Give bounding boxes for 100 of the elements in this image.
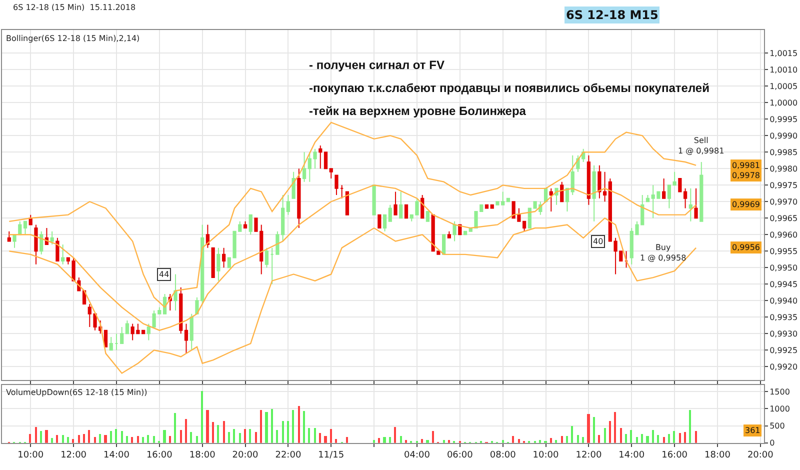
x-tick-label: 14:00 [618, 450, 645, 461]
candlestick [678, 178, 682, 192]
y-tick-label: 0,9960 [770, 230, 798, 240]
bar [121, 430, 123, 443]
candlestick [206, 224, 210, 248]
bar [163, 430, 166, 443]
y-tick-label: 0,9925 [770, 346, 798, 355]
line-series [8, 184, 697, 331]
bar [400, 436, 402, 443]
x-tick-label: 06:00 [446, 450, 474, 461]
bar [598, 434, 600, 443]
bar [679, 432, 681, 443]
candlestick [23, 220, 28, 236]
candlestick [216, 247, 220, 282]
candlestick [61, 244, 65, 265]
x-tick-label: 18:00 [189, 450, 216, 461]
bar [646, 436, 649, 443]
bar [636, 436, 638, 443]
bar [228, 432, 230, 443]
candlestick [334, 174, 338, 196]
bar [582, 436, 584, 443]
bar [287, 420, 289, 443]
x-tick-label: 16:00 [146, 450, 173, 461]
bar [657, 434, 659, 443]
text: Bollinger(6S 12-18 (15 Min),2,14) [6, 34, 140, 43]
bar [174, 412, 176, 443]
y-tick-label: 0,9940 [770, 296, 798, 306]
candlestick [447, 230, 451, 238]
bar [190, 432, 192, 443]
y-tick-label: 0,9995 [770, 114, 798, 124]
bar [83, 434, 85, 443]
y-tick-label: 0 [770, 438, 775, 448]
annotation: - получен сигнал от FV [309, 58, 444, 72]
bar [239, 432, 241, 443]
x-tick-label: 12:00 [60, 450, 87, 461]
candlestick [452, 220, 456, 242]
annotation: 0,9969 [732, 200, 760, 209]
bar [153, 436, 155, 443]
candlestick [50, 230, 54, 246]
candlestick [56, 237, 60, 262]
x-tick-label: 11/15 [318, 450, 344, 461]
bar [668, 434, 670, 443]
x-tick-label: 10:00 [532, 450, 560, 461]
candlestick [146, 323, 150, 341]
bar [282, 420, 284, 443]
bar [663, 436, 665, 443]
bar [255, 432, 257, 443]
y-tick-label: 0,9985 [770, 148, 798, 157]
annotation: 0,9981 [732, 161, 760, 170]
bar [689, 410, 691, 443]
candlestick [378, 214, 382, 229]
bar [110, 430, 112, 443]
bar [147, 434, 149, 443]
candlestick [565, 188, 570, 212]
y-tick-label: 0,9930 [770, 329, 798, 338]
bar [201, 390, 203, 443]
candlestick [394, 191, 398, 216]
bar [212, 422, 214, 443]
y-tick-label: 500 [770, 422, 785, 431]
bar [378, 438, 380, 443]
candlestick [18, 220, 22, 236]
candlestick [382, 214, 387, 232]
candlestick [264, 247, 269, 268]
candlestick [624, 250, 628, 268]
bar [609, 420, 611, 443]
bar [126, 436, 128, 443]
annotation: -тейк на верхнем уровне Болинжера [309, 104, 526, 118]
bar [383, 436, 386, 443]
x-tick-label: 18:00 [704, 450, 731, 461]
bar [185, 418, 187, 443]
candlestick [302, 152, 306, 182]
y-tick-label: 1000 [770, 404, 790, 414]
candlestick [688, 188, 692, 222]
candlestick [388, 204, 392, 222]
candlestick [12, 234, 16, 248]
y-tick-label: 1,0005 [770, 82, 798, 91]
candlestick [211, 247, 215, 278]
candlestick [560, 181, 564, 202]
bar [249, 428, 251, 443]
annotation: Buy 1 @ 0,9958 [640, 243, 686, 262]
candlestick [34, 224, 38, 265]
candlestick [40, 230, 44, 255]
y-tick-label: 0,9965 [770, 214, 798, 223]
bar [40, 430, 42, 443]
candlestick [646, 194, 650, 202]
bar [314, 428, 316, 443]
bar [223, 420, 225, 443]
candlestick [586, 154, 591, 206]
chart-title: 6S 12-18 M15 [566, 8, 658, 22]
candlestick [683, 188, 688, 209]
bar [196, 436, 198, 443]
candlestick [694, 188, 698, 219]
bar [260, 410, 262, 443]
x-tick-label: 12:00 [576, 450, 602, 461]
bar [265, 412, 268, 443]
bar [292, 410, 294, 443]
bar [276, 430, 278, 443]
x-tick-label: 22:00 [275, 450, 302, 461]
annotation: -покупаю т.к.слабеют продавцы и появились обьемы покупателей [309, 81, 710, 95]
bar [35, 426, 37, 443]
